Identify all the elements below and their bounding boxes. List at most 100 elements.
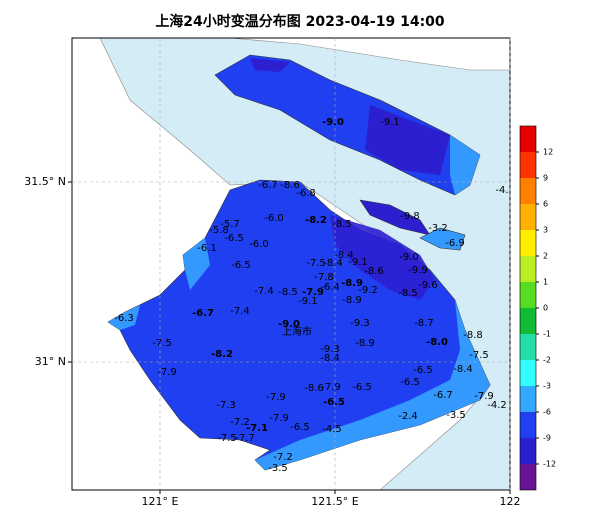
station-value: -8.4 — [320, 353, 340, 364]
colorbar-label: -9 — [543, 434, 551, 443]
station-value: -6.5 — [290, 422, 310, 433]
station-value: -9.3 — [350, 318, 370, 329]
station-value: -8.6 — [304, 383, 324, 394]
colorbar-swatch — [520, 126, 536, 152]
station-value: -9.3 — [320, 344, 340, 355]
station-value: -9.2 — [358, 285, 378, 296]
station-value: -6.7 — [192, 308, 214, 319]
colorbar-swatch — [520, 282, 536, 308]
station-value: -7.9 — [266, 392, 286, 403]
station-value: -6.1 — [197, 243, 217, 254]
colorbar-label: -12 — [543, 460, 556, 469]
colorbar-label: 9 — [543, 174, 548, 183]
station-value: -7.9 — [269, 413, 289, 424]
y-tick-label: 31° N — [35, 355, 66, 368]
station-value: -6.3 — [114, 313, 134, 324]
station-value: -7.9 — [474, 391, 494, 402]
colorbar-swatch — [520, 152, 536, 178]
station-value: -9.1 — [380, 117, 400, 128]
station-value: -9.9 — [408, 265, 428, 276]
station-value: -8.2 — [211, 349, 233, 360]
station-value: -4. — [495, 185, 508, 196]
colorbar-label: -1 — [543, 330, 551, 339]
station-value: -9.1 — [348, 257, 368, 268]
station-value: -8.5 — [332, 219, 352, 230]
station-value: -6.5 — [323, 397, 345, 408]
chongming-cold — [250, 58, 450, 175]
station-value: -7.9 — [302, 287, 324, 298]
station-value: -8.5 — [398, 288, 418, 299]
station-value: -7.4 — [254, 286, 274, 297]
station-value: -9.0 — [399, 252, 419, 263]
station-value: -7.7 — [235, 433, 255, 444]
station-value: -8.2 — [305, 215, 327, 226]
station-value: -7.2 — [230, 417, 250, 428]
map-title: 上海24小时变温分布图 2023-04-19 14:00 — [155, 13, 445, 30]
colorbar-swatch — [520, 230, 536, 256]
station-value: -6.7 — [258, 180, 278, 191]
colorbar-swatch — [520, 438, 536, 464]
station-value: -7.5 — [469, 350, 489, 361]
station-value: -2.4 — [398, 411, 418, 422]
station-value: -6.5 — [224, 233, 244, 244]
warm-fringe — [108, 238, 490, 470]
station-value: -8.4 — [334, 250, 354, 261]
colorbar-swatch — [520, 464, 536, 490]
x-tick-label: 121° E — [142, 495, 179, 508]
station-value: -6.5 — [231, 260, 251, 271]
station-value: -6.5 — [352, 382, 372, 393]
x-tick-label: 122 — [500, 495, 521, 508]
colorbar-label: -3 — [543, 382, 551, 391]
colorbar-label: 6 — [543, 200, 548, 209]
station-value: -6.7 — [433, 390, 453, 401]
station-value: -8.9 — [341, 278, 363, 289]
station-value: -9.8 — [400, 211, 420, 222]
colorbar-label: 3 — [543, 226, 548, 235]
hengsha-island — [419, 227, 466, 251]
station-value: -8.8 — [463, 330, 483, 341]
station-value: -6.5 — [413, 365, 433, 376]
station-value: -5.7 — [220, 219, 240, 230]
station-value: -6.0 — [249, 239, 269, 250]
colorbar-label: 0 — [543, 304, 548, 313]
station-value: -8.6 — [364, 266, 384, 277]
station-value: -3.2 — [428, 223, 448, 234]
colorbar-swatch — [520, 360, 536, 386]
chongming-fringe — [450, 135, 480, 195]
station-value: -6.0 — [264, 213, 284, 224]
station-value: -7.5 — [306, 258, 326, 269]
station-value: -7.1 — [246, 423, 268, 434]
colorbar-swatch — [520, 204, 536, 230]
station-value: -7.9 — [321, 382, 341, 393]
plot-frame — [71, 37, 511, 491]
station-value: -4.2 — [487, 400, 507, 411]
station-value: -4.5 — [322, 424, 342, 435]
station-value: -3.5 — [268, 463, 288, 474]
plot-area — [71, 37, 511, 491]
station-value: -6.5 — [400, 377, 420, 388]
station-value: -7.3 — [216, 400, 236, 411]
colorbar-label: -2 — [543, 356, 551, 365]
station-value: -6.4 — [320, 282, 340, 293]
colorbar-swatch — [520, 386, 536, 412]
station-value: -7.5 — [152, 338, 172, 349]
station-value: -6.9 — [445, 238, 465, 249]
colorbar-swatch — [520, 308, 536, 334]
station-value: -8.6 — [280, 180, 300, 191]
colorbar-swatch — [520, 256, 536, 282]
station-value: -8.0 — [426, 337, 448, 348]
colorbar-swatch — [520, 178, 536, 204]
station-value: -8.7 — [414, 318, 434, 329]
station-value: -9.6 — [418, 280, 438, 291]
station-value: -7.4 — [230, 306, 250, 317]
station-value: -8.4 — [323, 258, 343, 269]
station-value: -7.9 — [157, 367, 177, 378]
station-value: -7.2 — [273, 452, 293, 463]
city-label: 上海市 — [282, 325, 312, 338]
station-value: -9.0 — [278, 319, 300, 330]
colorbar-swatch — [520, 412, 536, 438]
colorbar-label: 12 — [543, 148, 553, 157]
station-value: -7.5 — [217, 433, 237, 444]
station-value: -9.0 — [322, 117, 344, 128]
